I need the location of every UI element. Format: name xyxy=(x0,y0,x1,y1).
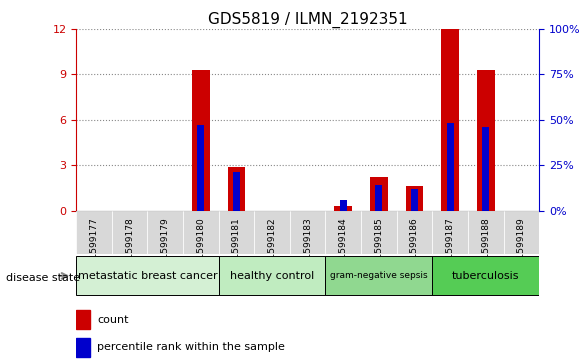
Text: GSM1599182: GSM1599182 xyxy=(268,217,277,278)
Bar xyxy=(335,206,352,211)
Text: gram-negative sepsis: gram-negative sepsis xyxy=(330,272,428,280)
Text: percentile rank within the sample: percentile rank within the sample xyxy=(97,342,285,352)
Bar xyxy=(340,200,347,211)
Text: GSM1599188: GSM1599188 xyxy=(481,217,490,278)
Text: healthy control: healthy control xyxy=(230,271,314,281)
Bar xyxy=(233,172,240,211)
Bar xyxy=(432,211,468,254)
Bar xyxy=(406,186,424,211)
Text: GSM1599186: GSM1599186 xyxy=(410,217,419,278)
Bar xyxy=(325,256,432,295)
Text: GSM1599179: GSM1599179 xyxy=(161,217,170,278)
Bar xyxy=(432,256,539,295)
Text: disease state: disease state xyxy=(6,273,80,283)
Bar xyxy=(112,211,148,254)
Bar xyxy=(183,211,219,254)
Bar xyxy=(76,211,112,254)
Bar xyxy=(325,211,361,254)
Text: metastatic breast cancer: metastatic breast cancer xyxy=(77,271,217,281)
Text: GSM1599177: GSM1599177 xyxy=(90,217,98,278)
Text: GSM1599185: GSM1599185 xyxy=(374,217,383,278)
Bar xyxy=(447,123,454,211)
Bar xyxy=(227,167,246,211)
Bar xyxy=(397,211,432,254)
Bar xyxy=(219,211,254,254)
Text: GSM1599189: GSM1599189 xyxy=(517,217,526,278)
Bar xyxy=(441,29,459,211)
Bar xyxy=(477,70,495,211)
Bar xyxy=(76,338,90,356)
Text: count: count xyxy=(97,315,129,325)
Bar xyxy=(148,211,183,254)
Bar xyxy=(375,185,383,211)
Bar xyxy=(76,310,90,330)
Bar xyxy=(76,256,219,295)
Text: GSM1599183: GSM1599183 xyxy=(303,217,312,278)
Text: GSM1599187: GSM1599187 xyxy=(445,217,455,278)
Text: GSM1599181: GSM1599181 xyxy=(232,217,241,278)
Bar xyxy=(290,211,325,254)
Bar xyxy=(219,256,325,295)
Text: GSM1599180: GSM1599180 xyxy=(196,217,205,278)
Bar xyxy=(192,70,210,211)
Text: tuberculosis: tuberculosis xyxy=(452,271,519,281)
Title: GDS5819 / ILMN_2192351: GDS5819 / ILMN_2192351 xyxy=(208,12,407,28)
Bar xyxy=(197,125,205,211)
Bar xyxy=(468,211,503,254)
Bar xyxy=(482,127,489,211)
Bar xyxy=(370,177,388,211)
Bar xyxy=(254,211,290,254)
Bar xyxy=(411,189,418,211)
Text: GSM1599184: GSM1599184 xyxy=(339,217,347,278)
Text: GSM1599178: GSM1599178 xyxy=(125,217,134,278)
Bar xyxy=(361,211,397,254)
Bar xyxy=(503,211,539,254)
